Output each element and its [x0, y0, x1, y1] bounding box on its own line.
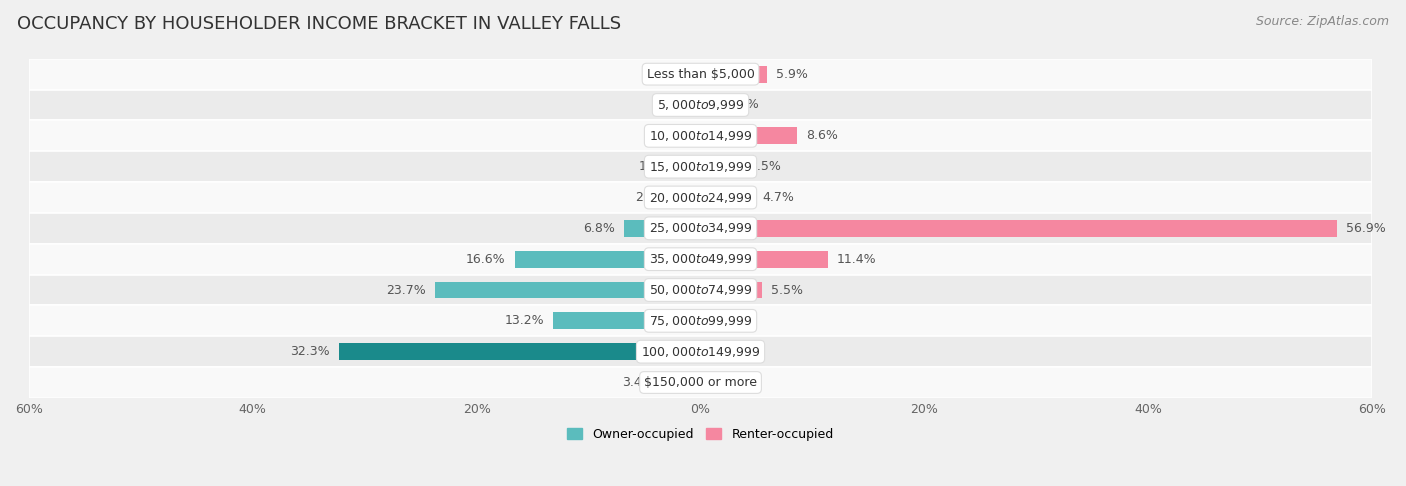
- Text: $5,000 to $9,999: $5,000 to $9,999: [657, 98, 744, 112]
- Text: 8.6%: 8.6%: [806, 129, 838, 142]
- Bar: [700, 66, 766, 83]
- Text: 0.0%: 0.0%: [659, 99, 692, 111]
- Bar: [30, 59, 1372, 89]
- Text: 5.5%: 5.5%: [770, 283, 803, 296]
- Text: Source: ZipAtlas.com: Source: ZipAtlas.com: [1256, 15, 1389, 28]
- Bar: [30, 213, 1372, 244]
- Legend: Owner-occupied, Renter-occupied: Owner-occupied, Renter-occupied: [562, 423, 838, 446]
- Bar: [30, 244, 1372, 275]
- Text: 0.0%: 0.0%: [659, 129, 692, 142]
- Text: 32.3%: 32.3%: [291, 345, 330, 358]
- Bar: [700, 158, 740, 175]
- Bar: [700, 220, 1337, 237]
- Bar: [700, 127, 797, 144]
- Text: $20,000 to $24,999: $20,000 to $24,999: [648, 191, 752, 205]
- Text: 2.0%: 2.0%: [733, 345, 763, 358]
- Text: $35,000 to $49,999: $35,000 to $49,999: [648, 252, 752, 266]
- Text: 4.7%: 4.7%: [762, 191, 794, 204]
- Bar: [700, 97, 718, 113]
- Bar: [700, 343, 723, 360]
- Text: $10,000 to $14,999: $10,000 to $14,999: [648, 129, 752, 143]
- Bar: [700, 281, 762, 298]
- Bar: [436, 281, 700, 298]
- Bar: [553, 312, 700, 330]
- Bar: [30, 89, 1372, 121]
- Bar: [30, 367, 1372, 398]
- Text: 1.6%: 1.6%: [727, 99, 759, 111]
- Text: $100,000 to $149,999: $100,000 to $149,999: [641, 345, 761, 359]
- Text: $15,000 to $19,999: $15,000 to $19,999: [648, 160, 752, 174]
- Bar: [339, 343, 700, 360]
- Bar: [30, 121, 1372, 151]
- Text: 0.0%: 0.0%: [659, 68, 692, 81]
- Text: $25,000 to $34,999: $25,000 to $34,999: [648, 221, 752, 235]
- Bar: [515, 251, 700, 268]
- Text: 5.9%: 5.9%: [776, 68, 807, 81]
- Bar: [30, 151, 1372, 182]
- Bar: [679, 158, 700, 175]
- Text: 56.9%: 56.9%: [1347, 222, 1386, 235]
- Bar: [624, 220, 700, 237]
- Bar: [676, 189, 700, 206]
- Text: $50,000 to $74,999: $50,000 to $74,999: [648, 283, 752, 297]
- Bar: [700, 189, 754, 206]
- Bar: [30, 305, 1372, 336]
- Text: 23.7%: 23.7%: [387, 283, 426, 296]
- Text: 3.5%: 3.5%: [748, 160, 780, 173]
- Text: 11.4%: 11.4%: [837, 253, 877, 266]
- Bar: [30, 182, 1372, 213]
- Bar: [700, 251, 828, 268]
- Text: $75,000 to $99,999: $75,000 to $99,999: [648, 314, 752, 328]
- Text: 1.9%: 1.9%: [638, 160, 671, 173]
- Bar: [30, 336, 1372, 367]
- Text: OCCUPANCY BY HOUSEHOLDER INCOME BRACKET IN VALLEY FALLS: OCCUPANCY BY HOUSEHOLDER INCOME BRACKET …: [17, 15, 621, 33]
- Bar: [30, 275, 1372, 305]
- Text: Less than $5,000: Less than $5,000: [647, 68, 755, 81]
- Text: 13.2%: 13.2%: [505, 314, 544, 328]
- Text: 2.2%: 2.2%: [636, 191, 666, 204]
- Text: 0.0%: 0.0%: [710, 314, 741, 328]
- Text: $150,000 or more: $150,000 or more: [644, 376, 756, 389]
- Text: 6.8%: 6.8%: [583, 222, 616, 235]
- Text: 16.6%: 16.6%: [467, 253, 506, 266]
- Bar: [662, 374, 700, 391]
- Text: 0.0%: 0.0%: [710, 376, 741, 389]
- Text: 3.4%: 3.4%: [621, 376, 654, 389]
